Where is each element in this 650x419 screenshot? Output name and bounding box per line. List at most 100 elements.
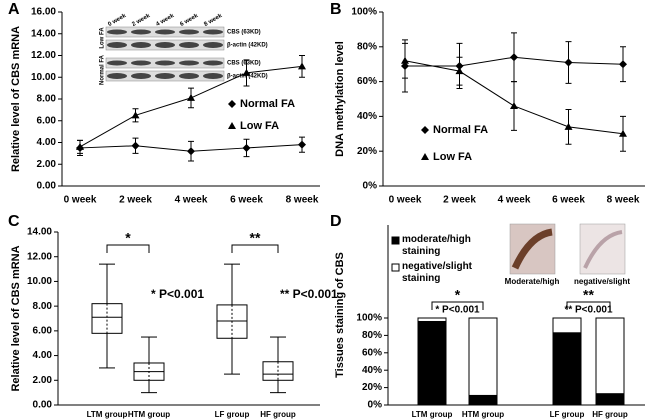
x-tick-label: 4 week xyxy=(175,195,208,206)
legend-box: moderate/high staining xyxy=(402,234,471,257)
significance-bracket xyxy=(231,244,279,253)
x-tick-label: 4 week xyxy=(498,195,531,206)
data-point xyxy=(564,122,573,130)
y-axis-title: Tissues staining of CBS xyxy=(334,252,346,378)
significance-bracket xyxy=(106,244,150,253)
y-tick-label: 12.00 xyxy=(27,251,52,262)
annotation: * P<0.001 xyxy=(151,287,204,301)
annotation: ** xyxy=(583,287,594,303)
group-label: Low FA xyxy=(100,27,106,49)
y-tick-label: 6.00 xyxy=(37,115,57,126)
y-tick-label: 10.00 xyxy=(27,276,52,287)
data-point xyxy=(76,142,84,150)
y-tick-label: 12.00 xyxy=(31,50,56,61)
blot-band xyxy=(107,29,127,35)
band-label: CBS (63KD) xyxy=(227,61,261,67)
x-tick-label: LF group xyxy=(550,410,585,419)
x-tick-label: LF group xyxy=(215,410,250,419)
x-tick-label: HTM group xyxy=(462,410,504,419)
y-tick-label: 0% xyxy=(363,181,378,192)
blot-band xyxy=(107,60,127,66)
band-label: β-actin (42KD) xyxy=(227,43,268,49)
y-tick-label: 14.00 xyxy=(27,227,52,238)
legend-label: Normal FA xyxy=(433,124,488,136)
blot-band xyxy=(155,29,175,35)
blot-band xyxy=(179,60,199,66)
blot-band xyxy=(107,42,127,48)
bar-segment xyxy=(595,393,625,406)
annotation: ** xyxy=(250,230,261,246)
blot-band xyxy=(179,42,199,48)
y-tick-label: 40% xyxy=(362,365,382,376)
bar-segment xyxy=(417,320,447,406)
y-tick-label: 4.00 xyxy=(33,350,53,361)
legend-label: Low FA xyxy=(240,120,279,132)
bar-segment xyxy=(468,317,498,396)
legend-box: negative/slight staining xyxy=(402,261,473,284)
x-tick-label: 8 week xyxy=(286,195,319,206)
y-axis-title: DNA methylation level xyxy=(334,41,346,157)
data-point xyxy=(510,53,518,62)
y-tick-label: 10.00 xyxy=(31,72,56,83)
legend-marker xyxy=(228,100,236,108)
blot-band xyxy=(131,42,151,48)
data-point xyxy=(401,56,409,64)
lane-label: 2 week xyxy=(131,13,152,28)
y-tick-label: 40% xyxy=(357,111,377,122)
blot-band xyxy=(179,73,199,79)
band-label: CBS (63KD) xyxy=(227,30,261,36)
y-tick-label: 14.00 xyxy=(31,28,56,39)
y-tick-label: 100% xyxy=(351,7,377,18)
x-tick-label: 2 week xyxy=(119,195,152,206)
blot-band xyxy=(131,60,151,66)
blot-band xyxy=(107,73,127,79)
blot-band xyxy=(155,42,175,48)
significance-bracket xyxy=(566,301,611,310)
panel-label: A xyxy=(8,1,20,18)
x-tick-label: HF group xyxy=(260,410,296,419)
y-tick-label: 60% xyxy=(362,347,382,358)
data-point xyxy=(131,111,140,119)
data-point xyxy=(298,140,306,149)
y-tick-label: 6.00 xyxy=(33,325,53,336)
bar-segment xyxy=(552,317,582,334)
y-tick-label: 60% xyxy=(357,76,377,87)
legend-marker xyxy=(421,153,429,160)
data-point xyxy=(131,141,140,150)
blot-band xyxy=(131,73,151,79)
y-tick-label: 16.00 xyxy=(31,7,56,18)
y-tick-label: 80% xyxy=(357,41,377,52)
legend-label: negative/slight staining xyxy=(402,261,473,284)
legend-label: moderate/high staining xyxy=(402,234,471,257)
y-axis-title: Relative level of CBS mRNA xyxy=(10,245,22,391)
x-tick-label: 0 week xyxy=(64,195,97,206)
data-point xyxy=(298,62,306,70)
micrograph-tissue xyxy=(583,230,623,269)
y-tick-label: 8.00 xyxy=(37,94,57,105)
blot-band xyxy=(131,29,151,35)
data-point xyxy=(510,101,518,109)
annotation: * xyxy=(455,287,461,303)
annotation: * xyxy=(125,230,131,246)
data-point xyxy=(564,58,573,67)
annotation: * P<0.001 xyxy=(435,305,480,316)
blot-band xyxy=(179,29,199,35)
x-tick-label: LTM group xyxy=(412,410,453,419)
image-label: Moderate/high xyxy=(505,277,560,286)
y-tick-label: 0.00 xyxy=(33,400,53,411)
blot-band xyxy=(203,29,223,35)
group-label: Normal FA xyxy=(100,54,106,85)
x-tick-label: HF group xyxy=(592,410,628,419)
blot-band xyxy=(203,42,223,48)
annotation: ** P<0.001 xyxy=(280,287,338,301)
data-point xyxy=(242,68,251,76)
x-tick-label: 6 week xyxy=(552,195,585,206)
bar-segment xyxy=(417,317,447,322)
lane-label: 0 week xyxy=(107,13,128,28)
panel-label: D xyxy=(330,213,342,230)
data-point xyxy=(455,67,464,75)
y-tick-label: 0.00 xyxy=(37,181,57,192)
legend-marker xyxy=(228,122,236,129)
bar-segment xyxy=(468,394,498,406)
